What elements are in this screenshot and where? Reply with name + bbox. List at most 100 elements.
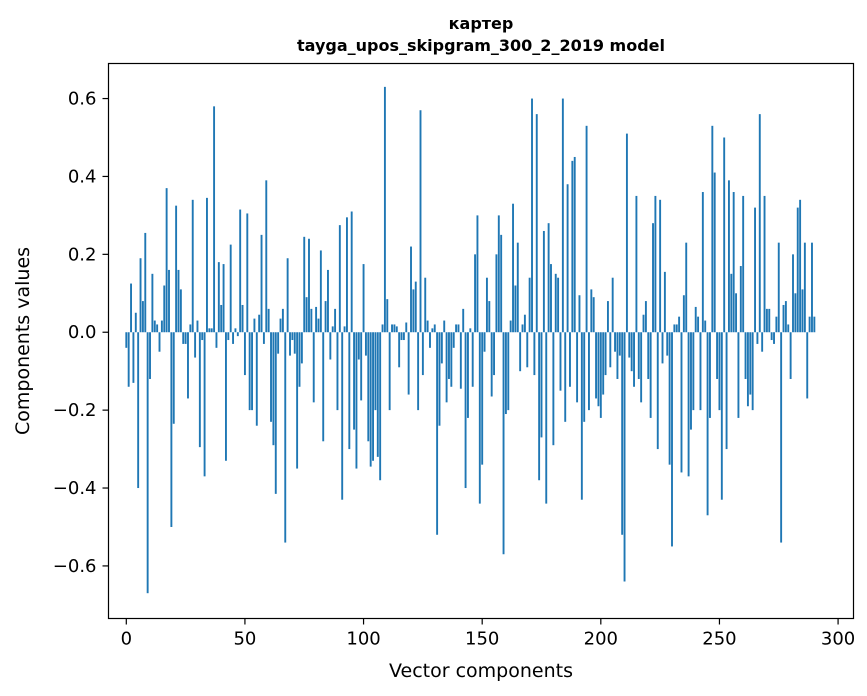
bar — [761, 332, 764, 352]
bar — [457, 324, 460, 333]
bar — [243, 332, 246, 376]
bar — [405, 322, 408, 333]
bar — [149, 332, 151, 379]
y-tick-label: 0.6 — [68, 89, 97, 110]
bar — [417, 332, 420, 411]
bar — [490, 332, 493, 397]
bar — [350, 211, 353, 333]
bar — [599, 332, 602, 418]
bar — [618, 332, 621, 356]
bar — [550, 264, 552, 333]
bar — [267, 308, 270, 333]
bar — [327, 269, 329, 333]
bar — [625, 133, 628, 333]
bar — [134, 312, 137, 333]
bar — [623, 332, 626, 582]
bar — [678, 316, 681, 333]
bar — [682, 295, 685, 333]
bar — [720, 332, 723, 500]
bar — [735, 293, 738, 333]
bar — [471, 332, 474, 387]
bar — [393, 324, 396, 333]
bar — [649, 332, 652, 418]
bar — [341, 332, 344, 500]
bar — [673, 324, 676, 333]
bar — [383, 86, 386, 333]
bar — [621, 332, 624, 535]
bar — [338, 225, 341, 333]
x-tick-label: 0 — [121, 629, 132, 650]
bar — [139, 258, 142, 333]
bar — [561, 98, 564, 333]
bar — [514, 285, 517, 333]
bar — [144, 232, 147, 333]
bar — [300, 332, 303, 364]
bar — [374, 332, 377, 411]
bar — [440, 332, 443, 364]
bar — [191, 199, 194, 333]
bar — [787, 324, 790, 333]
bar — [315, 306, 318, 333]
bar — [360, 332, 363, 401]
bar — [386, 299, 389, 333]
bar — [379, 332, 382, 481]
chart-subtitle: tayga_upos_skipgram_300_2_2019 model — [297, 36, 665, 55]
bar — [801, 289, 804, 333]
bar — [236, 332, 239, 337]
bar — [274, 332, 277, 494]
bar — [410, 246, 412, 333]
bar — [569, 332, 571, 387]
bar — [476, 215, 479, 333]
y-tick-label: 0.4 — [68, 166, 97, 187]
bar — [175, 205, 178, 333]
bar — [573, 156, 576, 333]
bar — [777, 242, 780, 333]
bar — [329, 332, 332, 360]
bar — [334, 308, 337, 333]
bar — [727, 180, 730, 333]
bar — [222, 264, 225, 333]
bar — [744, 332, 747, 379]
bar — [531, 98, 533, 333]
bar — [659, 199, 662, 333]
bar — [402, 332, 405, 341]
bar — [768, 308, 771, 333]
bar — [718, 332, 721, 411]
bar — [692, 332, 695, 411]
bar — [355, 332, 358, 469]
bar — [286, 258, 289, 333]
bar — [592, 297, 595, 333]
bar — [395, 326, 398, 333]
bar — [210, 328, 213, 333]
bar — [675, 324, 678, 333]
bar — [291, 332, 294, 341]
bar — [606, 301, 609, 333]
x-axis: 0 50 100 150 200 250 300 — [121, 618, 855, 650]
bar — [272, 332, 275, 446]
bar — [322, 332, 325, 442]
bar — [647, 332, 650, 379]
bar — [357, 332, 360, 360]
bar — [388, 332, 391, 411]
bar — [331, 326, 334, 333]
bar — [348, 332, 351, 450]
bar — [504, 332, 507, 415]
bar — [770, 332, 773, 341]
bar — [671, 332, 673, 547]
bar — [146, 332, 149, 594]
bar — [381, 324, 384, 333]
bar — [424, 277, 427, 333]
bar — [590, 289, 593, 333]
bar — [799, 199, 802, 333]
bar — [595, 332, 598, 399]
x-tick-label: 100 — [346, 629, 380, 650]
bar — [130, 283, 132, 333]
bar-series — [125, 86, 816, 594]
bar — [260, 234, 263, 333]
bar — [806, 332, 809, 399]
bar — [436, 332, 439, 535]
bar — [187, 332, 189, 399]
bar — [792, 254, 794, 333]
bar — [502, 332, 505, 555]
bar — [644, 301, 647, 333]
